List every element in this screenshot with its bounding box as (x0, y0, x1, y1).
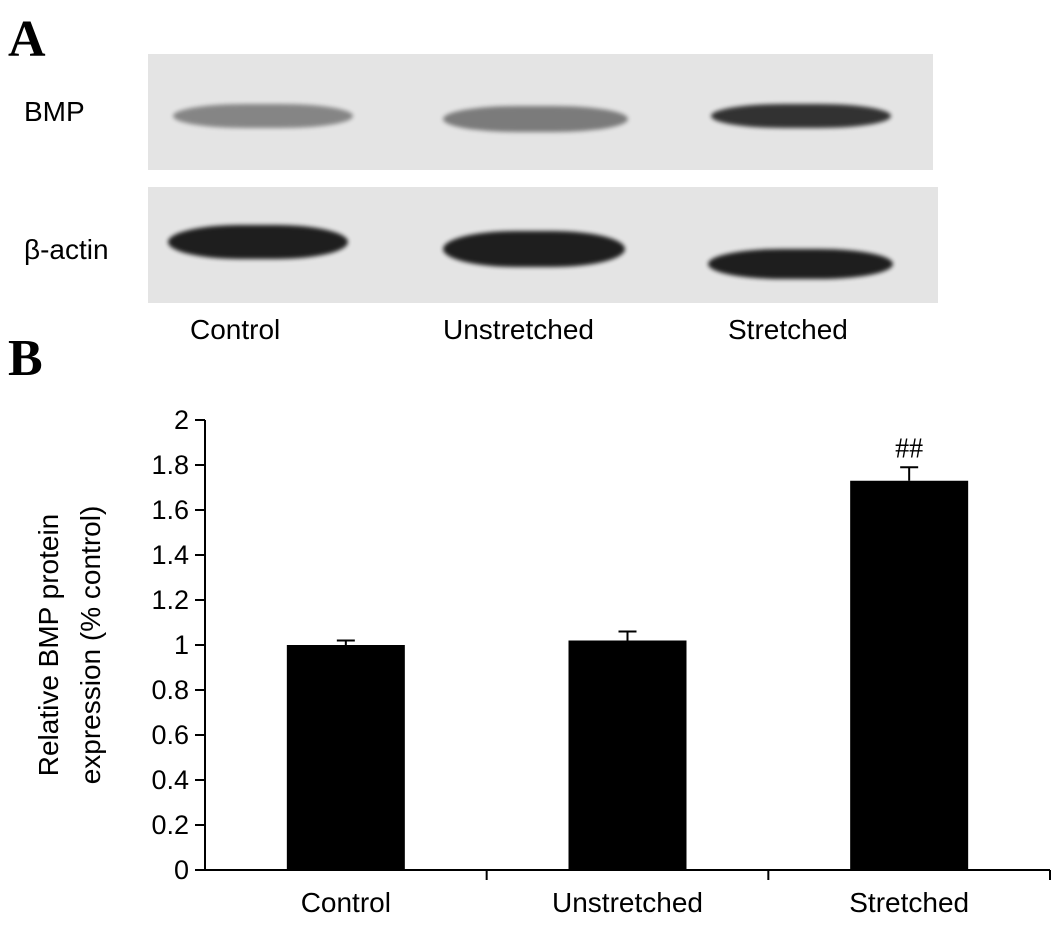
blot-band-actin-control (168, 225, 348, 259)
bar-stretched (850, 480, 969, 870)
blot-bmp-membrane (148, 54, 933, 170)
significance-annotation: ## (895, 433, 923, 464)
y-tick-label: 0 (174, 855, 189, 885)
y-axis-label-line-2: expression (% control) (75, 506, 106, 785)
panel-a-letter: A (8, 11, 46, 68)
blot-band-bmp-control (173, 104, 353, 128)
blot-lane-label-control: Control (190, 314, 281, 345)
y-tick-label: 0.8 (151, 675, 189, 705)
y-tick-label: 0.4 (151, 765, 189, 795)
blot-band-bmp-unstretched (443, 106, 628, 132)
y-tick-label: 1.2 (151, 585, 189, 615)
blot-lane-label-unstretched: Unstretched (443, 314, 594, 345)
bar-control (286, 645, 405, 870)
y-tick-label: 1.4 (151, 540, 189, 570)
blot-actin-membrane (148, 187, 938, 303)
panel-b-letter: B (8, 330, 43, 387)
x-tick-label: Unstretched (552, 887, 703, 918)
x-tick-label: Stretched (849, 887, 969, 918)
blot-band-actin-stretched (708, 249, 893, 279)
blot-lane-label-stretched: Stretched (728, 314, 848, 345)
x-tick-label: Control (301, 887, 391, 918)
y-tick-label: 1 (174, 630, 189, 660)
y-tick-label: 0.6 (151, 720, 189, 750)
blot-band-actin-unstretched (443, 231, 625, 267)
y-tick-label: 1.8 (151, 450, 189, 480)
y-tick-label: 0.2 (151, 810, 189, 840)
y-tick-label: 2 (174, 405, 189, 435)
blot-row-label-bmp: BMP (24, 96, 85, 127)
blot-row-label-actin: β-actin (24, 234, 109, 265)
blot-band-bmp-stretched (711, 104, 891, 128)
bar-unstretched (568, 640, 687, 870)
y-tick-label: 1.6 (151, 495, 189, 525)
y-axis-label-line-1: Relative BMP protein (33, 514, 64, 777)
